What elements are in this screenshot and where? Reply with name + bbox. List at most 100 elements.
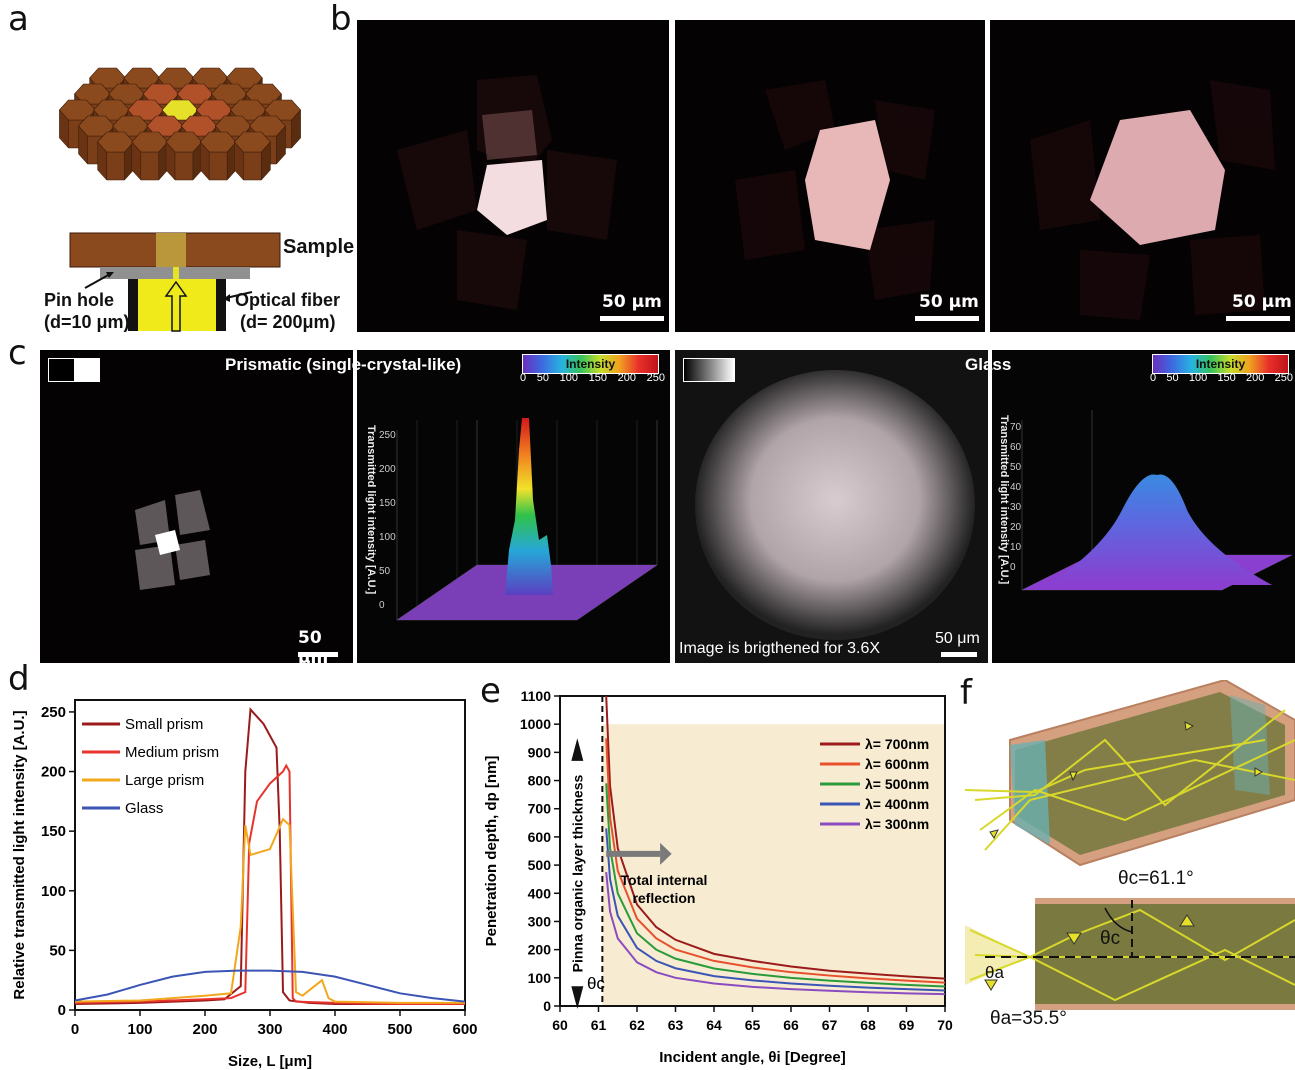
x-axis-label: Size, L [μm] bbox=[228, 1053, 312, 1070]
cross-section bbox=[69, 232, 281, 332]
tick-label: 200 bbox=[379, 464, 396, 475]
panel-a-illustration bbox=[58, 67, 302, 332]
x-tick-label: 69 bbox=[899, 1017, 915, 1033]
x-tick-label: 63 bbox=[668, 1017, 684, 1033]
x-tick-label: 61 bbox=[591, 1017, 607, 1033]
pinhole-diameter: (d=10 μm) bbox=[44, 312, 130, 332]
brightened-note: Image is brigthened for 3.6X bbox=[679, 640, 881, 657]
x-tick-label: 200 bbox=[192, 1021, 217, 1038]
y-tick-label: 600 bbox=[528, 829, 552, 845]
x-tick-label: 0 bbox=[71, 1021, 79, 1038]
series-line bbox=[74, 969, 466, 1003]
x-tick-label: 67 bbox=[822, 1017, 838, 1033]
y-tick-label: 150 bbox=[41, 823, 66, 840]
y-tick-label: 1100 bbox=[521, 688, 552, 704]
x-tick-label: 64 bbox=[706, 1017, 722, 1033]
panel-label-d: d bbox=[8, 659, 30, 699]
grayscale-bar bbox=[48, 358, 100, 382]
tick-label: 250 bbox=[379, 430, 396, 441]
grayscale-bar bbox=[683, 358, 735, 382]
theta-c-label: θc bbox=[1100, 928, 1121, 949]
series-line bbox=[74, 763, 465, 1006]
y-tick-label: 200 bbox=[41, 764, 66, 781]
tir-annotation: Total internal reflection bbox=[621, 872, 708, 906]
tick-label: 20 bbox=[1010, 522, 1022, 533]
y-tick-label: 0 bbox=[543, 998, 551, 1014]
tick-label: 50 bbox=[379, 566, 391, 577]
y-tick-label: 100 bbox=[528, 970, 552, 986]
scale-label: 50 μm bbox=[935, 630, 980, 647]
tick-label: 50 bbox=[536, 372, 549, 384]
chart-d-transmitted-intensity: 0 100 200 300 400 500 600 0 50 100 150 200 250 Small … bbox=[11, 699, 478, 1070]
prismatic-title: Prismatic (single-crystal-like) bbox=[225, 355, 462, 374]
scale-bar bbox=[298, 652, 338, 657]
scale-label: 50 μm bbox=[602, 292, 662, 312]
down-arrow bbox=[571, 986, 584, 1009]
micrograph-b2: 50 μm bbox=[675, 20, 985, 332]
theta-c-annotation: θc bbox=[587, 974, 605, 993]
scale-label: 50 μm bbox=[919, 292, 979, 312]
intensity-colorbar: Intensity bbox=[522, 354, 659, 374]
tick-label: 0 bbox=[1150, 372, 1157, 384]
y-tick-label: 0 bbox=[58, 1002, 66, 1019]
micrograph-c-glass: 50 μm Image is brigthened for 3.6X bbox=[675, 350, 988, 663]
x-tick-label: 400 bbox=[322, 1021, 347, 1038]
y-tick-label: 700 bbox=[528, 801, 552, 817]
intensity-colorbar: Intensity bbox=[1152, 354, 1289, 374]
y-tick-label: 900 bbox=[528, 744, 552, 760]
series-line bbox=[605, 783, 946, 988]
micrograph-b1: 50 μm bbox=[357, 20, 669, 332]
scale-label: 50 μm bbox=[1232, 292, 1292, 312]
series-line bbox=[605, 828, 946, 992]
panel-label-e: e bbox=[480, 671, 501, 711]
sample-label: Sample bbox=[283, 236, 355, 258]
tick-label: 0 bbox=[379, 600, 385, 611]
tir-region bbox=[602, 724, 945, 1006]
tick-label: 250 bbox=[646, 372, 665, 384]
tick-label: 60 bbox=[1010, 442, 1022, 453]
fiber-label: Optical fiber bbox=[235, 290, 341, 310]
y-tick-label: 250 bbox=[41, 704, 66, 721]
plot3d-prismatic: Transmitted light intensity [A.U.] 250 20… bbox=[357, 350, 670, 663]
colorbar-ticks: 0 50 100 150 200 250 bbox=[520, 372, 665, 384]
y-tick-label: 100 bbox=[41, 883, 66, 900]
plot3d-glass: Transmitted light intensity [A.U.] 70 60 5… bbox=[992, 350, 1295, 663]
zticks-prismatic: 250 200 150 100 50 0 bbox=[379, 430, 396, 634]
tick-label: 30 bbox=[1010, 502, 1022, 513]
theta-c-value: θc=61.1° bbox=[1118, 868, 1194, 889]
tick-label: 50 bbox=[1166, 372, 1179, 384]
legend-label: Large prism bbox=[125, 772, 204, 789]
chart-e-penetration-depth: 60 61 62 63 64 65 66 67 68 69 70010020030040050060… bbox=[483, 688, 953, 1066]
surface-plot-prismatic bbox=[396, 418, 658, 621]
legend-label: λ= 300nm bbox=[865, 816, 929, 832]
x-tick-label: 100 bbox=[127, 1021, 152, 1038]
tick-label: 70 bbox=[1010, 422, 1022, 433]
y-tick-label: 400 bbox=[528, 885, 552, 901]
x-tick-label: 600 bbox=[452, 1021, 477, 1038]
legend-label: Medium prism bbox=[125, 744, 219, 761]
zticks-glass: 70 60 50 40 30 20 10 0 bbox=[1010, 422, 1021, 582]
legend-label: λ= 600nm bbox=[865, 756, 929, 772]
tick-label: 0 bbox=[1010, 562, 1016, 573]
zaxis-label-glass: Transmitted light intensity [A.U.] bbox=[998, 415, 1010, 585]
y-tick-label: 500 bbox=[528, 857, 552, 873]
panel-f-illustration bbox=[965, 680, 1295, 1010]
tick-label: 0 bbox=[520, 372, 527, 384]
tick-label: 10 bbox=[1010, 542, 1022, 553]
x-tick-label: 66 bbox=[783, 1017, 799, 1033]
micrograph-c-prismatic: 50 μm bbox=[40, 350, 353, 663]
series-line bbox=[605, 738, 946, 984]
tick-label: 100 bbox=[559, 372, 578, 384]
x-tick-label: 500 bbox=[387, 1021, 412, 1038]
tick-label: 40 bbox=[1010, 482, 1022, 493]
glass-title: Glass bbox=[965, 355, 1012, 374]
prism-array bbox=[58, 67, 302, 181]
y-tick-label: 800 bbox=[528, 773, 552, 789]
x-tick-label: 70 bbox=[937, 1017, 953, 1033]
y-tick-label: 1000 bbox=[520, 716, 551, 732]
y-tick-label: 300 bbox=[528, 913, 552, 929]
legend-label: Small prism bbox=[125, 716, 203, 733]
tick-label: 250 bbox=[1274, 372, 1293, 384]
scale-bar bbox=[941, 652, 977, 657]
tick-label: 150 bbox=[1217, 372, 1236, 384]
